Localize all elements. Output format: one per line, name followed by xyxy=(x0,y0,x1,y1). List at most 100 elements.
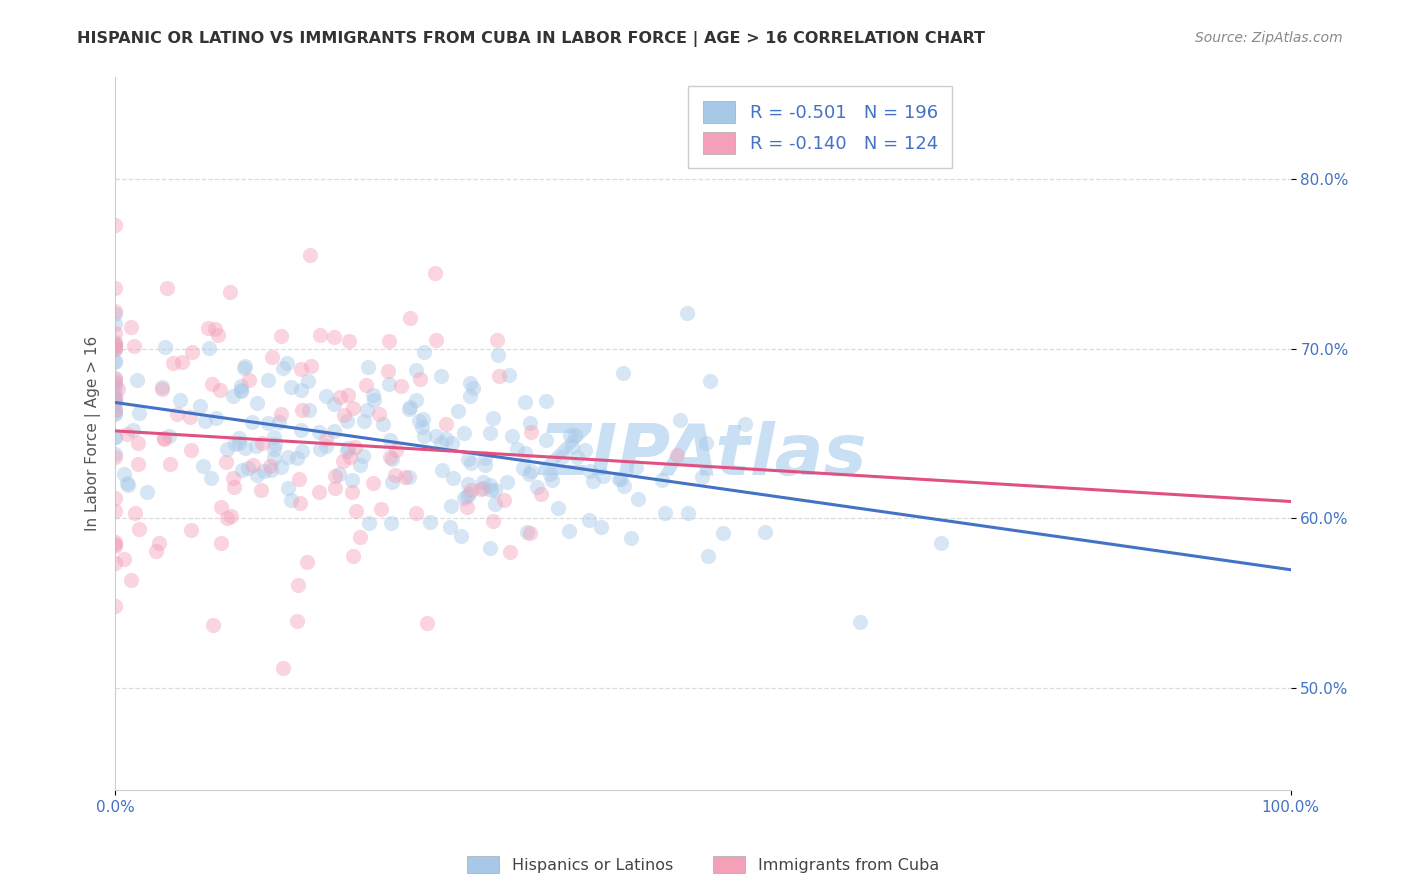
Point xyxy=(484,497,506,511)
Point xyxy=(381,475,404,490)
Point xyxy=(624,459,647,474)
Point xyxy=(209,384,232,398)
Point xyxy=(501,429,523,443)
Point xyxy=(150,380,173,394)
Point xyxy=(479,541,502,556)
Point xyxy=(180,524,202,538)
Point xyxy=(290,384,312,398)
Point xyxy=(209,536,232,550)
Point xyxy=(340,485,363,500)
Point xyxy=(398,469,420,483)
Point xyxy=(690,469,713,483)
Point xyxy=(323,330,346,344)
Point xyxy=(157,429,180,443)
Point xyxy=(104,304,127,318)
Point xyxy=(295,555,318,569)
Point xyxy=(322,397,344,411)
Point xyxy=(574,443,596,458)
Point xyxy=(460,456,482,470)
Point xyxy=(520,425,543,440)
Point xyxy=(342,401,364,415)
Point xyxy=(256,373,278,387)
Point xyxy=(104,337,127,351)
Point xyxy=(271,660,294,674)
Point xyxy=(695,436,717,450)
Point xyxy=(231,384,253,399)
Point xyxy=(607,472,630,486)
Point xyxy=(413,429,436,443)
Point xyxy=(512,460,534,475)
Point xyxy=(245,396,267,410)
Point xyxy=(245,439,267,453)
Point xyxy=(456,489,478,503)
Point xyxy=(269,415,291,429)
Point xyxy=(526,480,548,494)
Point xyxy=(530,486,553,500)
Point xyxy=(270,408,292,422)
Point xyxy=(228,435,250,450)
Point xyxy=(486,348,509,362)
Point xyxy=(180,443,202,458)
Point xyxy=(405,363,427,377)
Point xyxy=(270,329,292,343)
Point xyxy=(619,532,641,546)
Point xyxy=(361,388,384,402)
Point xyxy=(115,427,138,442)
Point xyxy=(578,513,600,527)
Point xyxy=(439,499,461,513)
Point xyxy=(114,467,136,481)
Point xyxy=(517,467,540,481)
Point xyxy=(104,394,127,409)
Point xyxy=(456,500,478,515)
Point xyxy=(591,519,613,533)
Point xyxy=(228,431,250,445)
Point xyxy=(104,307,127,321)
Point xyxy=(159,457,181,471)
Point xyxy=(104,342,127,356)
Point xyxy=(135,484,157,499)
Point xyxy=(378,450,401,464)
Point xyxy=(516,525,538,540)
Point xyxy=(262,350,284,364)
Point xyxy=(457,452,479,467)
Point xyxy=(104,326,127,340)
Point xyxy=(547,500,569,515)
Text: ZIPAtlas: ZIPAtlas xyxy=(538,420,868,490)
Point xyxy=(399,400,422,414)
Point xyxy=(104,354,127,368)
Point xyxy=(117,478,139,492)
Point xyxy=(342,549,364,563)
Point xyxy=(166,407,188,421)
Point xyxy=(332,454,354,468)
Point xyxy=(519,525,541,540)
Point xyxy=(104,337,127,351)
Point xyxy=(104,342,127,356)
Point xyxy=(519,416,541,430)
Point xyxy=(385,443,408,458)
Point xyxy=(107,382,129,396)
Point xyxy=(613,479,636,493)
Point xyxy=(498,368,520,383)
Point xyxy=(128,406,150,420)
Point xyxy=(201,377,224,392)
Point xyxy=(198,341,221,355)
Point xyxy=(104,372,127,386)
Point xyxy=(343,440,366,454)
Point xyxy=(104,406,127,420)
Point xyxy=(233,441,256,455)
Point xyxy=(439,519,461,533)
Point xyxy=(309,442,332,457)
Point xyxy=(287,578,309,592)
Point xyxy=(169,393,191,408)
Point xyxy=(104,539,127,553)
Point xyxy=(104,218,127,232)
Point xyxy=(423,266,446,280)
Legend: Hispanics or Latinos, Immigrants from Cuba: Hispanics or Latinos, Immigrants from Cu… xyxy=(461,849,945,880)
Point xyxy=(458,389,481,403)
Point xyxy=(368,407,391,421)
Point xyxy=(260,463,283,477)
Point xyxy=(470,482,492,496)
Point xyxy=(329,390,352,404)
Point xyxy=(257,416,280,430)
Point xyxy=(458,376,481,391)
